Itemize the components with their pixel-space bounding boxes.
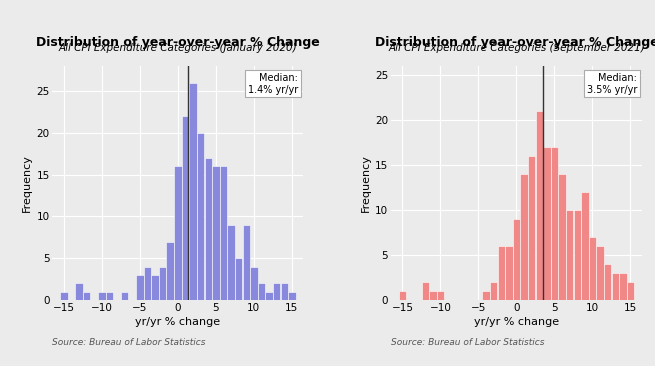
Text: Median:
3.5% yr/yr: Median: 3.5% yr/yr	[586, 73, 637, 94]
Title: Distribution of year-over-year % Change: Distribution of year-over-year % Change	[36, 37, 320, 49]
Y-axis label: Frequency: Frequency	[22, 154, 32, 212]
Text: All CPI Expenditure Categories (September 2021): All CPI Expenditure Categories (Septembe…	[388, 43, 645, 53]
Bar	[235, 258, 242, 300]
Bar	[212, 166, 219, 300]
Bar	[490, 282, 497, 300]
Bar	[437, 291, 444, 300]
Bar	[227, 225, 234, 300]
Bar	[159, 267, 166, 300]
Bar	[429, 291, 437, 300]
Bar	[558, 174, 566, 300]
Bar	[265, 292, 272, 300]
Bar	[197, 133, 204, 300]
Text: Median:
1.4% yr/yr: Median: 1.4% yr/yr	[248, 73, 298, 94]
Bar	[482, 291, 490, 300]
Bar	[204, 158, 212, 300]
Bar	[604, 264, 611, 300]
Bar	[189, 83, 196, 300]
Bar	[574, 210, 581, 300]
Title: Distribution of year-over-year % Change: Distribution of year-over-year % Change	[375, 37, 655, 49]
Text: Source: Bureau of Labor Statistics: Source: Bureau of Labor Statistics	[52, 337, 206, 347]
Bar	[257, 283, 265, 300]
Bar	[98, 292, 105, 300]
Bar	[498, 246, 505, 300]
Bar	[60, 292, 67, 300]
Bar	[143, 267, 151, 300]
Bar	[596, 246, 604, 300]
Bar	[520, 174, 528, 300]
Bar	[505, 246, 513, 300]
Bar	[280, 283, 288, 300]
Bar	[75, 283, 83, 300]
Bar	[612, 273, 619, 300]
Bar	[551, 147, 558, 300]
Bar	[566, 210, 573, 300]
Bar	[581, 192, 589, 300]
Bar	[422, 282, 429, 300]
X-axis label: yr/yr % change: yr/yr % change	[136, 317, 220, 327]
Bar	[513, 219, 520, 300]
Bar	[536, 111, 543, 300]
Bar	[174, 166, 181, 300]
Text: Source: Bureau of Labor Statistics: Source: Bureau of Labor Statistics	[391, 337, 544, 347]
Bar	[619, 273, 627, 300]
Bar	[136, 275, 143, 300]
Bar	[543, 147, 551, 300]
Bar	[250, 267, 257, 300]
Bar	[528, 156, 535, 300]
X-axis label: yr/yr % change: yr/yr % change	[474, 317, 559, 327]
Bar	[219, 166, 227, 300]
Bar	[399, 291, 406, 300]
Text: All CPI Expenditure Categories (January 2020): All CPI Expenditure Categories (January …	[58, 43, 297, 53]
Bar	[151, 275, 159, 300]
Bar	[121, 292, 128, 300]
Bar	[181, 116, 189, 300]
Bar	[273, 283, 280, 300]
Bar	[589, 237, 596, 300]
Bar	[242, 225, 250, 300]
Bar	[288, 292, 295, 300]
Bar	[627, 282, 634, 300]
Bar	[105, 292, 113, 300]
Y-axis label: Frequency: Frequency	[361, 154, 371, 212]
Bar	[166, 242, 174, 300]
Bar	[83, 292, 90, 300]
